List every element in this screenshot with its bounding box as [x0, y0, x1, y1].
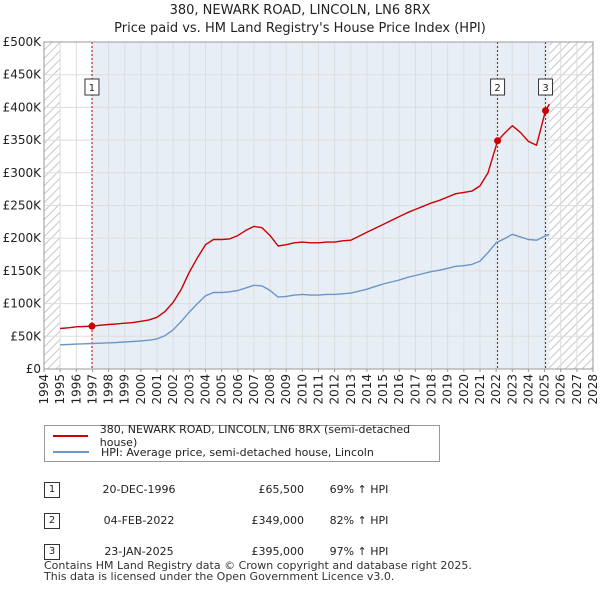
y-tick-label: £0	[26, 362, 41, 376]
sale-marker-3	[542, 107, 550, 115]
sale-date: 23-JAN-2025	[104, 545, 174, 558]
sale-price: £65,500	[258, 483, 305, 496]
legend-label-hpi: HPI: Average price, semi-detached house,…	[101, 445, 374, 459]
y-tick-label: £150K	[3, 264, 43, 278]
x-tick-label: 2021	[473, 374, 487, 405]
x-tick-label: 2022	[489, 374, 503, 405]
y-tick-label: £500K	[3, 35, 43, 49]
x-tick-label: 2023	[505, 374, 519, 405]
x-tick-label: 2018	[425, 374, 439, 405]
y-tick-label: £300K	[3, 166, 43, 180]
x-tick-label: 1997	[85, 374, 99, 405]
x-tick-label: 2020	[457, 374, 471, 405]
sale-marker-1	[88, 322, 96, 330]
sale-marker-2	[494, 137, 502, 145]
table-row: 3 23-JAN-2025 £395,000 97% ↑ HPI	[44, 536, 414, 567]
footer-licence: This data is licensed under the Open Gov…	[44, 570, 395, 583]
x-tick-label: 1996	[69, 374, 83, 405]
sale-hpi-change: 82% ↑ HPI	[329, 514, 389, 527]
x-tick-label: 2008	[263, 374, 277, 405]
x-tick-label: 2003	[182, 374, 196, 405]
sales-table: 1 20-DEC-1996 £65,500 69% ↑ HPI 2 04-FEB…	[44, 474, 414, 567]
x-tick-label: 2007	[247, 374, 261, 405]
table-row: 1 20-DEC-1996 £65,500 69% ↑ HPI	[44, 474, 414, 505]
sale-label-1: 1	[89, 83, 95, 94]
x-tick-label: 2028	[586, 374, 600, 405]
y-tick-label: £400K	[3, 100, 43, 114]
chart-legend: 380, NEWARK ROAD, LINCOLN, LN6 8RX (semi…	[44, 423, 440, 462]
x-tick-label: 2019	[441, 374, 455, 405]
sale-label-box-1	[84, 78, 100, 96]
x-tick-label: 1999	[118, 374, 132, 405]
x-tick-label: 2001	[150, 374, 164, 405]
legend-swatch-property	[53, 435, 88, 437]
sale-hpi-change: 69% ↑ HPI	[329, 483, 389, 496]
legend-item-property: 380, NEWARK ROAD, LINCOLN, LN6 8RX (semi…	[53, 423, 439, 449]
sale-number: 3	[44, 543, 60, 560]
y-tick-label: £200K	[3, 231, 43, 245]
sale-date: 04-FEB-2022	[103, 514, 175, 527]
sale-hpi-change: 97% ↑ HPI	[329, 545, 389, 558]
series-line-property	[60, 103, 551, 330]
x-tick-label: 2002	[166, 374, 180, 405]
sale-price: £395,000	[251, 545, 305, 558]
legend-swatch-hpi	[53, 451, 89, 453]
x-tick-label: 1994	[37, 374, 51, 405]
x-tick-label: 2004	[198, 374, 212, 405]
x-tick-label: 1995	[53, 374, 67, 405]
sale-date: 20-DEC-1996	[102, 483, 176, 496]
x-tick-label: 2014	[360, 374, 374, 405]
chart-subtitle: Price paid vs. HM Land Registry's House …	[114, 21, 486, 36]
footer: Contains HM Land Registry data © Crown c…	[44, 560, 472, 582]
y-tick-label: £50K	[10, 329, 42, 343]
legend-item-hpi: HPI: Average price, semi-detached house,…	[53, 444, 374, 460]
x-tick-label: 2015	[376, 374, 390, 405]
x-tick-label: 2010	[295, 374, 309, 405]
x-tick-label: 2005	[215, 374, 229, 405]
x-tick-label: 1998	[102, 374, 116, 405]
footer-copyright: Contains HM Land Registry data © Crown c…	[44, 559, 472, 572]
sale-label-box-3	[538, 78, 554, 96]
x-tick-label: 2026	[554, 374, 568, 405]
sale-number: 2	[44, 512, 60, 529]
y-tick-label: £350K	[3, 133, 43, 147]
series-line-hpi	[60, 233, 550, 346]
sale-number: 1	[44, 481, 60, 498]
legend-label-property: 380, NEWARK ROAD, LINCOLN, LN6 8RX (semi…	[99, 423, 411, 449]
chart-title: 380, NEWARK ROAD, LINCOLN, LN6 8RX	[169, 3, 431, 18]
x-tick-label: 2011	[312, 374, 326, 405]
y-tick-label: £450K	[3, 68, 43, 82]
sale-price: £349,000	[251, 514, 305, 527]
x-tick-label: 2006	[231, 374, 245, 405]
y-tick-label: £250K	[3, 199, 43, 213]
table-row: 2 04-FEB-2022 £349,000 82% ↑ HPI	[44, 505, 414, 536]
x-tick-label: 2024	[521, 374, 535, 405]
sale-label-2: 2	[494, 83, 500, 94]
x-tick-label: 2009	[279, 374, 293, 405]
x-tick-label: 2016	[392, 374, 406, 405]
x-tick-label: 2012	[328, 374, 342, 405]
price-chart: 1 2 3 £0 £50K £100K £150K £200K £250K £300K £350K…	[3, 35, 600, 405]
y-tick-label: £100K	[3, 297, 43, 311]
sale-label-3: 3	[542, 83, 548, 94]
x-tick-label: 2013	[344, 374, 358, 405]
sale-label-box-2	[490, 78, 506, 96]
x-tick-label: 2017	[408, 374, 422, 405]
x-tick-label: 2000	[134, 374, 148, 405]
x-tick-label: 2027	[570, 374, 584, 405]
x-tick-label: 2025	[538, 374, 552, 405]
